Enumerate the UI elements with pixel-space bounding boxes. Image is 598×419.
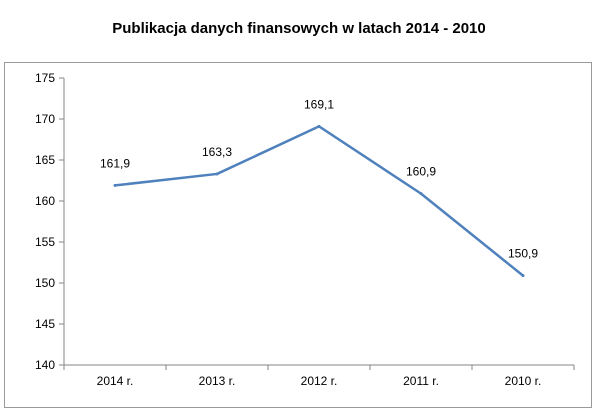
data-label: 160,9 — [406, 165, 436, 179]
y-tick-label: 140 — [35, 358, 55, 372]
y-tick-label: 160 — [35, 194, 55, 208]
y-tick-label: 165 — [35, 153, 55, 167]
axes — [63, 78, 574, 366]
y-tick-label: 175 — [35, 71, 55, 85]
y-tick-label: 170 — [35, 112, 55, 126]
series — [113, 124, 525, 278]
x-axis-ticks: 2014 r. 2013 r. 2012 r. 2011 r. 2010 r. — [63, 365, 575, 388]
data-point — [215, 172, 219, 176]
data-labels: 161,9 163,3 169,1 160,9 150,9 — [100, 97, 538, 260]
data-label: 161,9 — [100, 156, 130, 170]
data-point — [317, 124, 321, 128]
x-tick-label: 2014 r. — [97, 374, 134, 388]
chart-frame — [4, 62, 592, 408]
x-tick-label: 2011 r. — [403, 374, 439, 388]
data-point — [419, 192, 423, 196]
data-point — [521, 274, 525, 278]
data-label: 150,9 — [508, 247, 538, 261]
y-tick-label: 150 — [35, 276, 55, 290]
x-tick-label: 2012 r. — [301, 374, 338, 388]
y-tick-label: 145 — [35, 317, 55, 331]
y-tick-label: 155 — [35, 235, 55, 249]
x-tick-label: 2010 r. — [505, 374, 542, 388]
chart-title: Publikacja danych finansowych w latach 2… — [112, 20, 486, 37]
x-tick-label: 2013 r. — [199, 374, 236, 388]
data-label: 169,1 — [304, 97, 334, 111]
data-label: 163,3 — [202, 145, 232, 159]
y-axis-ticks: 140 145 150 155 160 165 170 175 — [35, 71, 64, 372]
data-point — [113, 183, 117, 187]
series-line — [113, 125, 525, 277]
